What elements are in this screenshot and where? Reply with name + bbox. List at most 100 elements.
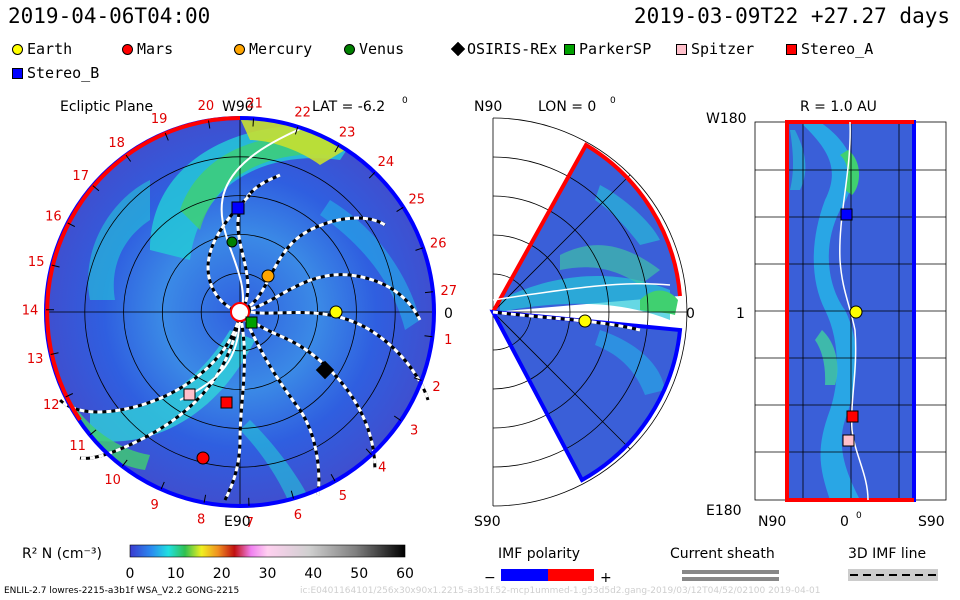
carrington-tick-mark-16 <box>67 222 76 228</box>
current-sheath-swatch-2 <box>682 577 779 581</box>
ecliptic-right-label: 0 <box>444 306 453 322</box>
carrington-tick-mark-26 <box>415 247 424 251</box>
earth-marker <box>329 305 343 319</box>
carrington-tick-mark-22 <box>294 126 299 135</box>
parker-marker <box>245 316 258 329</box>
carrington-tick-mark-21 <box>252 118 254 127</box>
meridional-bottom-label: S90 <box>474 514 501 530</box>
run-time: 2019-03-09T22 +27.27 days <box>633 4 950 28</box>
carrington-tick-13: 13 <box>27 352 44 367</box>
radial-current-sheet <box>839 121 869 501</box>
ecliptic-top-label: W90 <box>222 99 254 115</box>
carrington-tick-16: 16 <box>45 210 62 225</box>
carrington-tick-mark-17 <box>92 185 100 192</box>
current-sheath-swatch-1 <box>682 570 779 574</box>
lat-degree-sign: 0 <box>402 96 408 106</box>
meridional-earth-marker <box>578 314 592 328</box>
imf-line-label: 3D IMF line <box>848 546 926 562</box>
carrington-tick-27: 27 <box>441 284 458 299</box>
radial-spitzer-marker <box>842 434 855 447</box>
lon-degree-sign: 0 <box>610 96 616 106</box>
carrington-tick-mark-4 <box>365 448 372 455</box>
colorbar-tick-50: 50 <box>350 566 368 582</box>
legend-stereo-b: Stereo_B <box>12 64 99 82</box>
legend-earth: Earth <box>12 40 72 58</box>
ecliptic-lat-label: LAT = -6.2 <box>312 99 385 115</box>
colorbar-tick-30: 30 <box>259 566 277 582</box>
legend-parker: ParkerSP <box>564 40 651 58</box>
radial-earth-marker <box>849 305 863 319</box>
carrington-tick-19: 19 <box>151 112 168 127</box>
stereo-a-marker <box>220 396 233 409</box>
radial-stereo-a-marker <box>846 410 859 423</box>
mercury-marker-icon <box>234 43 245 55</box>
colorbar <box>129 544 406 558</box>
radial-degree-sign: 0 <box>856 511 862 521</box>
legend-stereo-a: Stereo_A <box>786 40 873 58</box>
carrington-tick-24: 24 <box>378 155 395 170</box>
legend-venus: Venus <box>344 40 404 58</box>
colorbar-tick-0: 0 <box>126 566 135 582</box>
carrington-tick-mark-19 <box>164 132 169 141</box>
mars-marker <box>196 451 210 465</box>
stereo-b-marker-icon <box>12 67 23 79</box>
radial-bottom-left: E180 <box>706 503 742 519</box>
spitzer-marker <box>183 388 196 401</box>
carrington-tick-12: 12 <box>43 398 60 413</box>
carrington-tick-20: 20 <box>198 99 215 114</box>
stereo-a-marker-icon <box>786 43 797 55</box>
meridional-polarity-edge <box>491 142 682 313</box>
colorbar-tick-40: 40 <box>304 566 322 582</box>
radial-mid-left: 1 <box>736 306 745 322</box>
carrington-tick-9: 9 <box>150 498 158 513</box>
colorbar-tick-20: 20 <box>213 566 231 582</box>
meridional-lower-edge <box>489 309 683 483</box>
imf-plus-label: + <box>600 570 612 586</box>
ecliptic-title: Ecliptic Plane <box>60 99 153 115</box>
carrington-tick-26: 26 <box>430 237 447 252</box>
meridional-map <box>493 145 680 480</box>
carrington-tick-mark-9 <box>160 481 165 490</box>
radial-x-left: N90 <box>758 514 786 530</box>
imf-negative-swatch <box>501 569 548 581</box>
carrington-tick-18: 18 <box>108 136 125 151</box>
carrington-tick-mark-27 <box>424 291 433 294</box>
carrington-tick-mark-11 <box>89 429 97 436</box>
carrington-tick-23: 23 <box>339 125 356 140</box>
radial-x-mid: 0 <box>840 514 849 530</box>
carrington-tick-7: 7 <box>246 516 254 531</box>
radial-x-right: S90 <box>918 514 945 530</box>
carrington-tick-25: 25 <box>409 193 426 208</box>
colorbar-tick-60: 60 <box>396 566 414 582</box>
colorbar-ticks: 0 10 20 30 40 50 60 <box>126 566 414 582</box>
carrington-tick-mark-13 <box>50 352 59 355</box>
carrington-tick-15: 15 <box>28 255 45 270</box>
earth-marker-icon <box>12 43 23 55</box>
carrington-tick-mark-25 <box>396 206 404 213</box>
carrington-tick-17: 17 <box>72 169 89 184</box>
radial-r-label: R = 1.0 AU <box>800 99 877 115</box>
colorbar-tick-10: 10 <box>167 566 185 582</box>
carrington-tick-mark-10 <box>121 459 128 467</box>
legend-mars: Mars <box>122 40 173 58</box>
meridional-current-sheet <box>492 282 671 301</box>
carrington-tick-mark-3 <box>393 415 402 421</box>
carrington-tick-mark-20 <box>208 120 211 129</box>
legend-spitzer: Spitzer <box>676 40 754 58</box>
imf-polarity-label: IMF polarity <box>498 546 580 562</box>
carrington-tick-21: 21 <box>246 97 263 112</box>
carrington-tick-8: 8 <box>197 512 205 527</box>
carrington-tick-3: 3 <box>410 423 418 438</box>
radial-top-left: W180 <box>706 111 747 127</box>
carrington-tick-mark-15 <box>51 264 60 268</box>
carrington-tick-6: 6 <box>294 508 302 523</box>
legend-osiris: OSIRIS-REx <box>450 40 557 58</box>
carrington-tick-mark-12 <box>65 393 74 398</box>
stereo-b-marker <box>231 201 245 215</box>
carrington-tick-1: 1 <box>444 333 452 348</box>
carrington-tick-mark-18 <box>125 154 132 162</box>
carrington-tick-5: 5 <box>339 489 347 504</box>
carrington-tick-mark-8 <box>203 494 207 503</box>
parker-marker-icon <box>564 43 575 55</box>
carrington-tick-2: 2 <box>432 380 440 395</box>
